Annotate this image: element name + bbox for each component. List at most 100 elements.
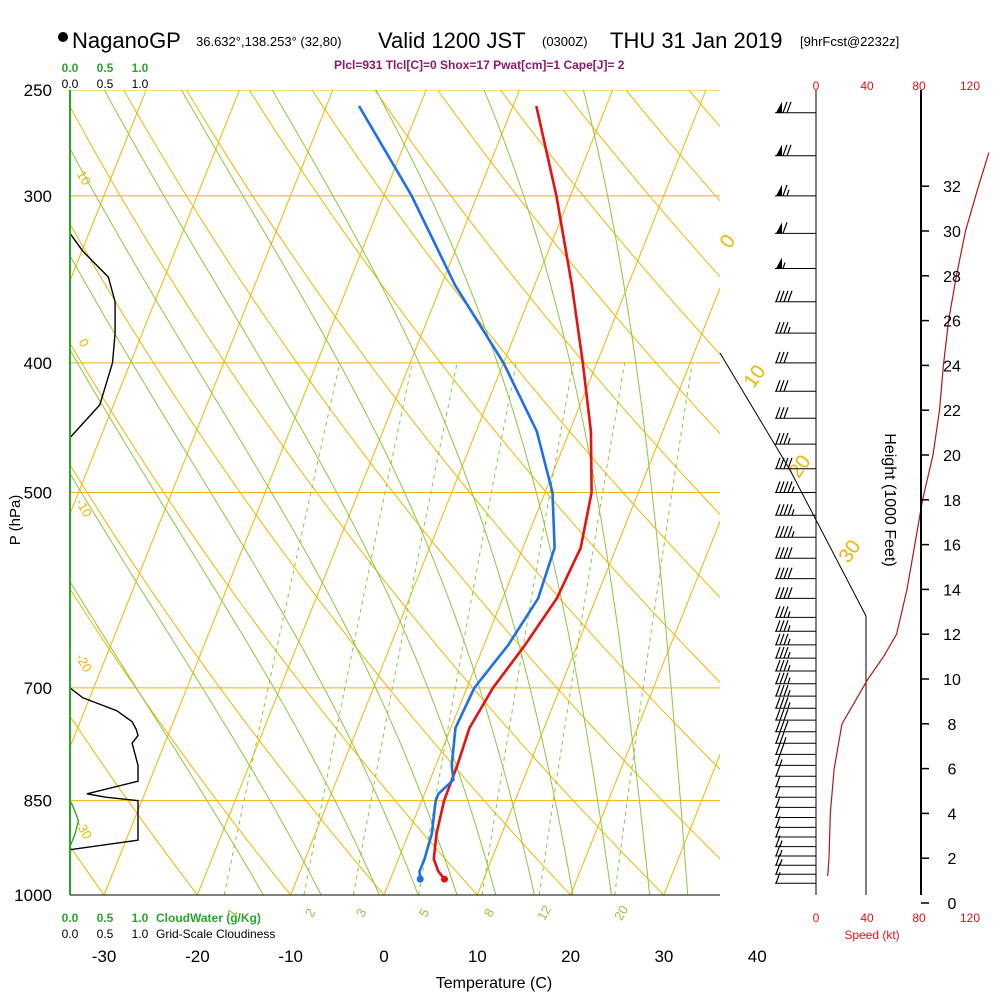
- wind-barb-feather: [779, 321, 785, 334]
- dry-adiabat-line: [436, 90, 720, 435]
- wind-barb-feather: [775, 290, 781, 302]
- wind-barb-feather: [775, 743, 781, 755]
- wind-barb-feather: [787, 547, 793, 559]
- wind-barb: [775, 720, 816, 733]
- wind-barb-half-feather: [779, 849, 783, 857]
- pressure-tick-label: 1000: [14, 886, 52, 905]
- height-tick-label: 30: [943, 224, 961, 241]
- mixing-ratio-line: [303, 362, 413, 895]
- wind-barb: [775, 321, 816, 334]
- pressure-tick-label: 700: [24, 679, 52, 698]
- wind-barb-half-feather: [787, 611, 791, 618]
- wind-barb-feather: [782, 101, 788, 113]
- wind-barb-feather: [775, 587, 781, 599]
- dry-adiabat-line: [70, 715, 199, 895]
- wind-barb: [775, 754, 816, 766]
- sounding-parameters: Plcl=931 Tlcl[C]=0 Shox=17 Pwat[cm]=1 Ca…: [334, 58, 625, 72]
- temperature-tick-label: -10: [278, 947, 303, 966]
- wind-barb-feather: [787, 567, 793, 579]
- height-tick-label: 32: [943, 179, 961, 196]
- wind-barb-feather: [782, 144, 788, 157]
- wind-barb-feather: [779, 504, 785, 516]
- wind-barb-half-feather: [783, 737, 787, 744]
- wind-barb-feather: [775, 380, 781, 392]
- wind-barb-half-feather: [779, 840, 783, 847]
- wind-barb-feather: [783, 290, 789, 302]
- moist-adiabat-line: [483, 90, 651, 895]
- wind-barb-feather: [775, 646, 781, 659]
- isotherm-line: [851, 90, 1000, 895]
- wind-barb: [775, 743, 816, 755]
- wind-barb-feather: [779, 587, 785, 599]
- height-tick-label: 14: [943, 582, 961, 599]
- wind-barb-feather: [783, 620, 789, 632]
- isotherm-line: [70, 90, 147, 282]
- moist-adiabat-line: [271, 90, 574, 895]
- pressure-tick-label: 250: [24, 81, 52, 100]
- cloudwater-axis-label: CloudWater (g/Kg): [156, 911, 261, 925]
- height-tick-label: 8: [948, 717, 957, 734]
- temperature-tick-label: 30: [654, 947, 673, 966]
- dry-adiabat-line: [248, 90, 720, 683]
- cloudwater-bottom-tick: 1.0: [132, 911, 149, 925]
- wind-barb-feather: [782, 184, 788, 197]
- mixing-ratio-line: [418, 362, 517, 895]
- moist-adiabat-label: 30: [835, 536, 866, 567]
- cloudwater-bottom-tick: 0.5: [97, 911, 114, 925]
- wind-barb-feather: [782, 222, 788, 234]
- dry-adiabat-line: [123, 90, 720, 860]
- wind-barb-feather: [779, 620, 785, 632]
- background-grid: [70, 66, 1000, 923]
- wind-barb-feather: [786, 101, 792, 113]
- wind-barb-feather: [783, 684, 789, 697]
- wind-barb-feather: [775, 775, 781, 788]
- wind-barb-feather: [775, 481, 781, 493]
- dry-adiabat-label: -20: [73, 651, 95, 675]
- dry-adiabat-line: [311, 90, 720, 599]
- dry-adiabat-line: [979, 66, 1000, 923]
- wind-barb: [775, 606, 816, 618]
- wind-barb: [775, 646, 816, 659]
- dry-adiabat-line: [70, 588, 292, 895]
- height-tick-label: 22: [943, 403, 961, 420]
- dewpoint-line: [357, 105, 556, 880]
- wind-barb: [775, 672, 816, 685]
- wind-barb-feather: [786, 144, 792, 157]
- dry-adiabat-line: [374, 90, 720, 516]
- wind-barb: [775, 290, 816, 303]
- moist-adiabat-line: [70, 472, 322, 895]
- pressure-tick-label: 500: [24, 484, 52, 503]
- wind-barb-feather: [775, 816, 781, 828]
- wind-barb-feather: [779, 432, 785, 445]
- wind-barb: [775, 806, 816, 818]
- dewpoint-surface-point: [416, 875, 424, 883]
- wind-barb-feather: [779, 672, 785, 684]
- wind-barb-feather: [775, 407, 781, 419]
- height-tick-label: 6: [948, 762, 957, 779]
- dry-adiabat-line: [70, 105, 665, 895]
- wind-barb-feather: [775, 504, 781, 516]
- wind-barb: [775, 825, 816, 838]
- forecast-tag: [9hrFcst@2232z]: [800, 34, 900, 49]
- isotherm-line: [290, 90, 614, 895]
- wind-barb-half-feather: [791, 531, 795, 538]
- moist-adiabat-line: [103, 90, 497, 895]
- wind-barb-flag: [776, 184, 782, 196]
- wind-barb-feather: [775, 672, 781, 684]
- wind-barb-feather: [779, 407, 785, 419]
- mixing-ratio-line: [352, 362, 458, 895]
- speed-bottom-tick: 120: [960, 911, 980, 925]
- moist-adiabat-line: [180, 90, 535, 895]
- mixing-ratio-line: [223, 362, 341, 895]
- station-coords: 36.632°,138.253° (32,80): [196, 34, 342, 49]
- mixing-ratio-line: [481, 362, 574, 895]
- cloudiness-bottom-tick: 0.0: [62, 927, 79, 941]
- wind-barb-feather: [783, 587, 789, 599]
- wind-barb-feather: [775, 720, 781, 733]
- wind-barb-half-feather: [787, 437, 791, 445]
- wind-barb-feather: [779, 646, 785, 659]
- temperature-tick-label: 0: [379, 947, 388, 966]
- speed-top-tick: 80: [912, 79, 926, 93]
- wind-barb-half-feather: [782, 262, 786, 269]
- mixing-ratio-line: [614, 362, 693, 895]
